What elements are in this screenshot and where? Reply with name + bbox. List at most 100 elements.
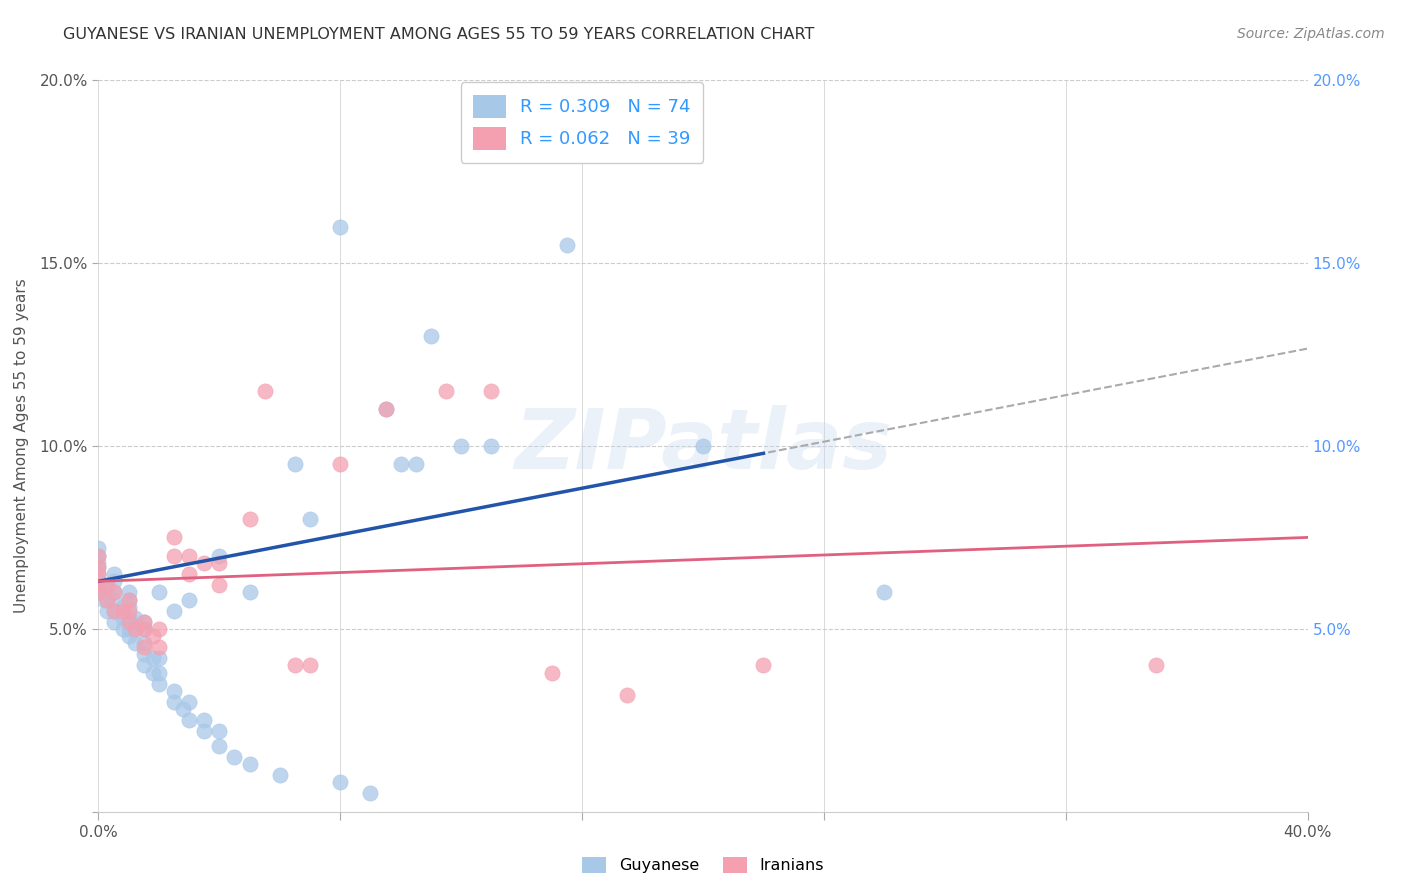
Point <box>87 541 110 556</box>
Point <box>179 567 201 582</box>
Point <box>103 603 125 617</box>
Point <box>118 592 141 607</box>
Point <box>540 665 562 680</box>
Point <box>239 512 262 526</box>
Point <box>103 585 125 599</box>
Point <box>374 402 396 417</box>
Point <box>148 665 170 680</box>
Point <box>103 592 125 607</box>
Point <box>111 622 134 636</box>
Point <box>163 603 186 617</box>
Point <box>142 651 165 665</box>
Point <box>360 787 382 801</box>
Point <box>389 457 412 471</box>
Point <box>87 549 110 563</box>
Point <box>179 592 201 607</box>
Point <box>148 651 170 665</box>
Point <box>179 695 201 709</box>
Point <box>224 749 246 764</box>
Y-axis label: Unemployment Among Ages 55 to 59 years: Unemployment Among Ages 55 to 59 years <box>14 278 28 614</box>
Legend: R = 0.309   N = 74, R = 0.062   N = 39: R = 0.309 N = 74, R = 0.062 N = 39 <box>461 82 703 162</box>
Point <box>873 585 896 599</box>
Point <box>96 585 118 599</box>
Point <box>269 768 291 782</box>
Point <box>87 578 110 592</box>
Point <box>118 622 141 636</box>
Point <box>132 648 155 662</box>
Point <box>450 439 472 453</box>
Point <box>93 592 115 607</box>
Point <box>103 585 125 599</box>
Point <box>87 574 110 589</box>
Point <box>103 574 125 589</box>
Point <box>96 592 118 607</box>
Point <box>103 603 125 617</box>
Point <box>142 629 165 643</box>
Point <box>87 549 110 563</box>
Point <box>96 592 118 607</box>
Point <box>193 556 215 570</box>
Point <box>132 615 155 629</box>
Point <box>148 585 170 599</box>
Point <box>111 611 134 625</box>
Point <box>96 603 118 617</box>
Point <box>208 724 231 739</box>
Point <box>616 688 638 702</box>
Point <box>118 611 141 625</box>
Point <box>87 585 110 599</box>
Point <box>420 329 443 343</box>
Point <box>299 512 322 526</box>
Point <box>118 599 141 614</box>
Point <box>208 549 231 563</box>
Point <box>103 567 125 582</box>
Point <box>132 636 155 650</box>
Point <box>434 384 457 398</box>
Point <box>163 549 186 563</box>
Point <box>87 559 110 574</box>
Point <box>481 384 503 398</box>
Point <box>118 592 141 607</box>
Point <box>602 146 624 161</box>
Point <box>87 567 110 582</box>
Point <box>752 658 775 673</box>
Point <box>132 622 155 636</box>
Point <box>132 658 155 673</box>
Point <box>142 665 165 680</box>
Point <box>111 599 134 614</box>
Point <box>87 559 110 574</box>
Point <box>118 585 141 599</box>
Point <box>163 695 186 709</box>
Point <box>179 549 201 563</box>
Point <box>93 585 115 599</box>
Point <box>96 578 118 592</box>
Point <box>193 724 215 739</box>
Point <box>87 556 110 570</box>
Point <box>405 457 427 471</box>
Point <box>118 629 141 643</box>
Point <box>1144 658 1167 673</box>
Point <box>374 402 396 417</box>
Point <box>179 714 201 728</box>
Point <box>132 622 155 636</box>
Point <box>124 622 146 636</box>
Text: ZIPatlas: ZIPatlas <box>515 406 891 486</box>
Point <box>87 578 110 592</box>
Point <box>118 603 141 617</box>
Point <box>148 622 170 636</box>
Point <box>299 658 322 673</box>
Point <box>111 603 134 617</box>
Point <box>193 714 215 728</box>
Point <box>87 567 110 582</box>
Point <box>692 439 714 453</box>
Point <box>329 219 352 234</box>
Text: Source: ZipAtlas.com: Source: ZipAtlas.com <box>1237 27 1385 41</box>
Point <box>103 615 125 629</box>
Point <box>329 775 352 789</box>
Point <box>96 578 118 592</box>
Point <box>124 636 146 650</box>
Point <box>132 615 155 629</box>
Point <box>239 585 262 599</box>
Point <box>124 622 146 636</box>
Point <box>329 457 352 471</box>
Point <box>253 384 276 398</box>
